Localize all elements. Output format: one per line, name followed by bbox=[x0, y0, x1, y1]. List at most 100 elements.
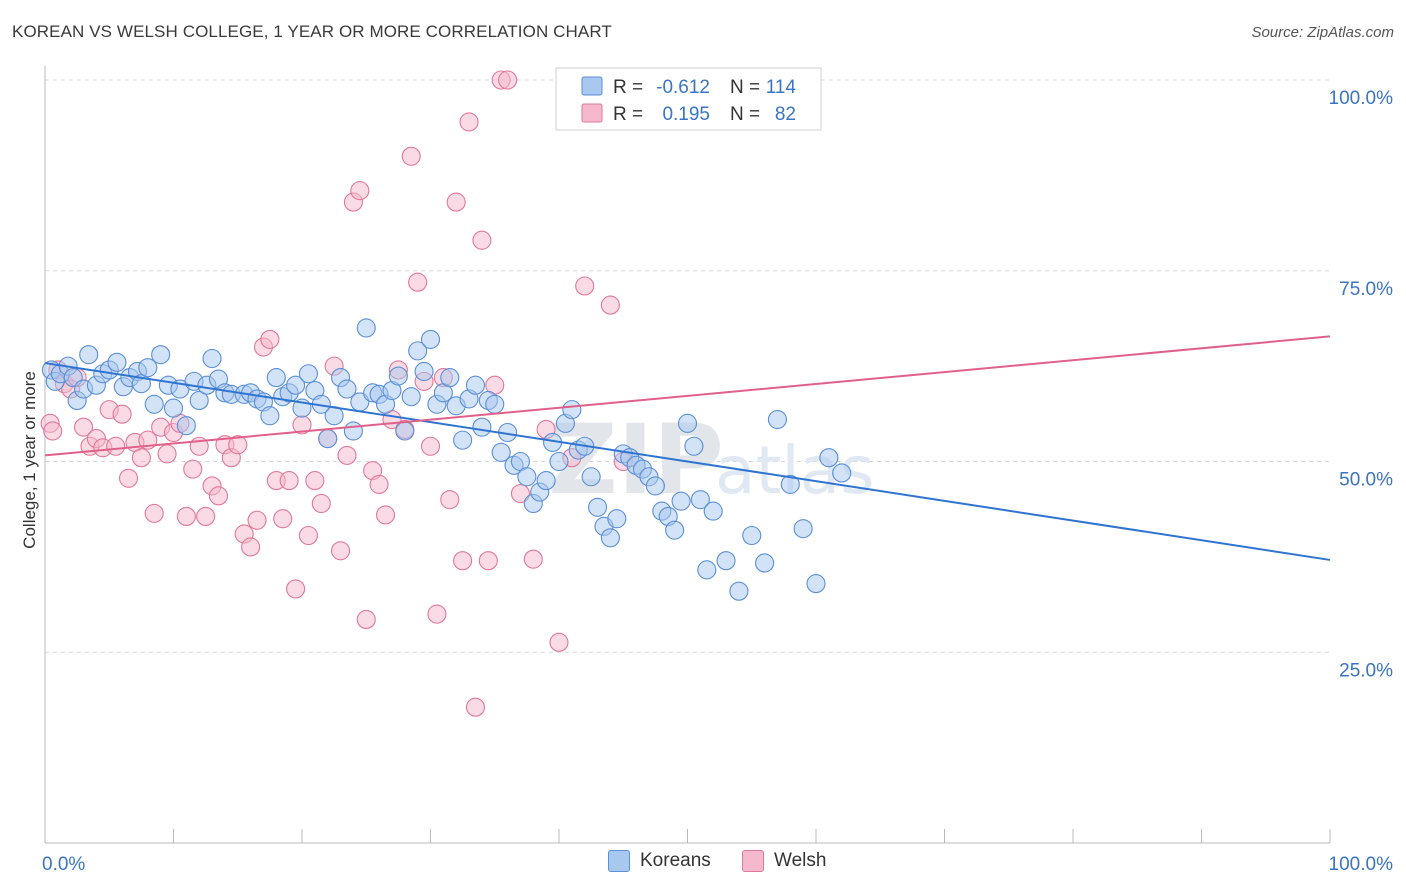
koreans-points bbox=[41, 318, 852, 601]
welsh-point bbox=[401, 146, 421, 166]
korean-point bbox=[420, 329, 441, 349]
korean-point bbox=[144, 394, 164, 414]
korean-point bbox=[318, 429, 338, 449]
stats-n-value-koreans: 114 bbox=[766, 77, 797, 98]
korean-point bbox=[337, 379, 357, 399]
welsh-point bbox=[305, 471, 325, 491]
korean-point bbox=[401, 387, 421, 407]
korean-point bbox=[395, 421, 415, 441]
korean-point bbox=[671, 491, 691, 511]
korean-point bbox=[189, 390, 209, 411]
trend-line-koreans bbox=[44, 362, 1331, 561]
korean-point bbox=[107, 352, 127, 372]
korean-point bbox=[684, 436, 704, 456]
welsh-point bbox=[286, 579, 306, 599]
welsh-point bbox=[427, 604, 447, 624]
korean-point bbox=[742, 525, 762, 546]
welsh-point bbox=[356, 609, 376, 629]
korean-point bbox=[266, 368, 286, 388]
welsh-point bbox=[472, 230, 492, 250]
korean-point bbox=[298, 364, 318, 384]
welsh-point bbox=[465, 697, 486, 717]
x-tick-label: 100.0% bbox=[1329, 854, 1394, 875]
welsh-point bbox=[478, 551, 498, 571]
welsh-point bbox=[228, 435, 248, 455]
korean-point bbox=[677, 413, 698, 433]
stats-legend: R = -0.612 N = 114 R = 0.195 N = 82 bbox=[555, 67, 822, 131]
legend-item-koreans[interactable]: Koreans bbox=[608, 850, 711, 872]
welsh-point bbox=[106, 436, 126, 456]
korean-point bbox=[600, 528, 620, 548]
welsh-point bbox=[298, 525, 318, 546]
y-tick-label: 25.0% bbox=[1339, 660, 1393, 681]
welsh-point bbox=[183, 459, 203, 479]
y-tick-label: 75.0% bbox=[1339, 279, 1393, 300]
korean-point bbox=[408, 341, 428, 361]
korean-point bbox=[607, 509, 627, 529]
korean-point bbox=[286, 375, 306, 395]
welsh-point bbox=[408, 272, 428, 292]
korean-point bbox=[716, 551, 736, 571]
korean-point bbox=[581, 467, 601, 487]
welsh-point bbox=[440, 490, 460, 510]
stats-r-label-welsh: R = bbox=[613, 104, 643, 125]
legend-item-welsh[interactable]: Welsh bbox=[742, 850, 826, 872]
welsh-point bbox=[144, 503, 164, 523]
korean-point bbox=[151, 345, 171, 365]
korean-point bbox=[388, 366, 408, 386]
welsh-point bbox=[549, 632, 569, 652]
korean-point bbox=[665, 520, 685, 540]
korean-point bbox=[562, 400, 582, 420]
welsh-point bbox=[131, 448, 151, 468]
welsh-point bbox=[498, 70, 518, 90]
chart-title: KOREAN VS WELSH COLLEGE, 1 YEAR OR MORE … bbox=[12, 22, 612, 41]
korean-point bbox=[690, 490, 710, 510]
welsh-point bbox=[330, 541, 351, 561]
welsh-point bbox=[337, 445, 357, 465]
korean-point bbox=[767, 409, 788, 430]
korean-point bbox=[485, 394, 505, 414]
stats-r-value-koreans: -0.612 bbox=[656, 77, 710, 98]
welsh-point bbox=[176, 506, 196, 526]
stats-n-value-welsh: 82 bbox=[775, 104, 796, 125]
welsh-point bbox=[157, 444, 177, 464]
korean-point bbox=[472, 417, 492, 437]
welsh-point bbox=[510, 483, 531, 504]
welsh-point bbox=[459, 112, 479, 132]
legend-label-koreans: Koreans bbox=[640, 850, 711, 871]
welsh-point bbox=[279, 471, 299, 491]
korean-point bbox=[491, 442, 511, 462]
korean-point bbox=[343, 421, 363, 441]
welsh-point bbox=[273, 509, 293, 529]
korean-point bbox=[202, 348, 222, 369]
tick-labels: 25.0% 50.0% 75.0% 100.0% 0.0% 100.0% bbox=[42, 88, 1393, 875]
korean-point bbox=[517, 467, 537, 487]
korean-point bbox=[260, 406, 280, 426]
welsh-point bbox=[241, 537, 261, 557]
stats-r-value-welsh: 0.195 bbox=[662, 104, 710, 125]
welsh-point bbox=[420, 436, 441, 456]
welsh-point bbox=[118, 468, 139, 488]
y-tick-label: 50.0% bbox=[1339, 470, 1393, 491]
welsh-point bbox=[247, 510, 267, 530]
stats-swatch-koreans bbox=[581, 76, 603, 96]
korean-point bbox=[793, 519, 813, 539]
welsh-point bbox=[208, 486, 229, 506]
bottom-legend: Koreans Welsh bbox=[0, 850, 1406, 880]
welsh-point bbox=[446, 192, 466, 212]
stats-r-label-koreans: R = bbox=[613, 77, 643, 98]
korean-point bbox=[324, 406, 344, 426]
trend-lines bbox=[44, 335, 1331, 561]
korean-point bbox=[819, 448, 839, 468]
welsh-point bbox=[600, 295, 620, 315]
grid-lines bbox=[45, 79, 1330, 653]
welsh-point bbox=[112, 404, 132, 424]
welsh-point bbox=[311, 493, 331, 514]
source-note: Source: ZipAtlas.com bbox=[1251, 24, 1394, 41]
x-tick-label: 0.0% bbox=[42, 854, 85, 875]
korean-point bbox=[832, 463, 852, 483]
korean-point bbox=[703, 501, 723, 521]
trend-line-welsh bbox=[44, 335, 1331, 457]
welsh-point bbox=[260, 329, 280, 349]
